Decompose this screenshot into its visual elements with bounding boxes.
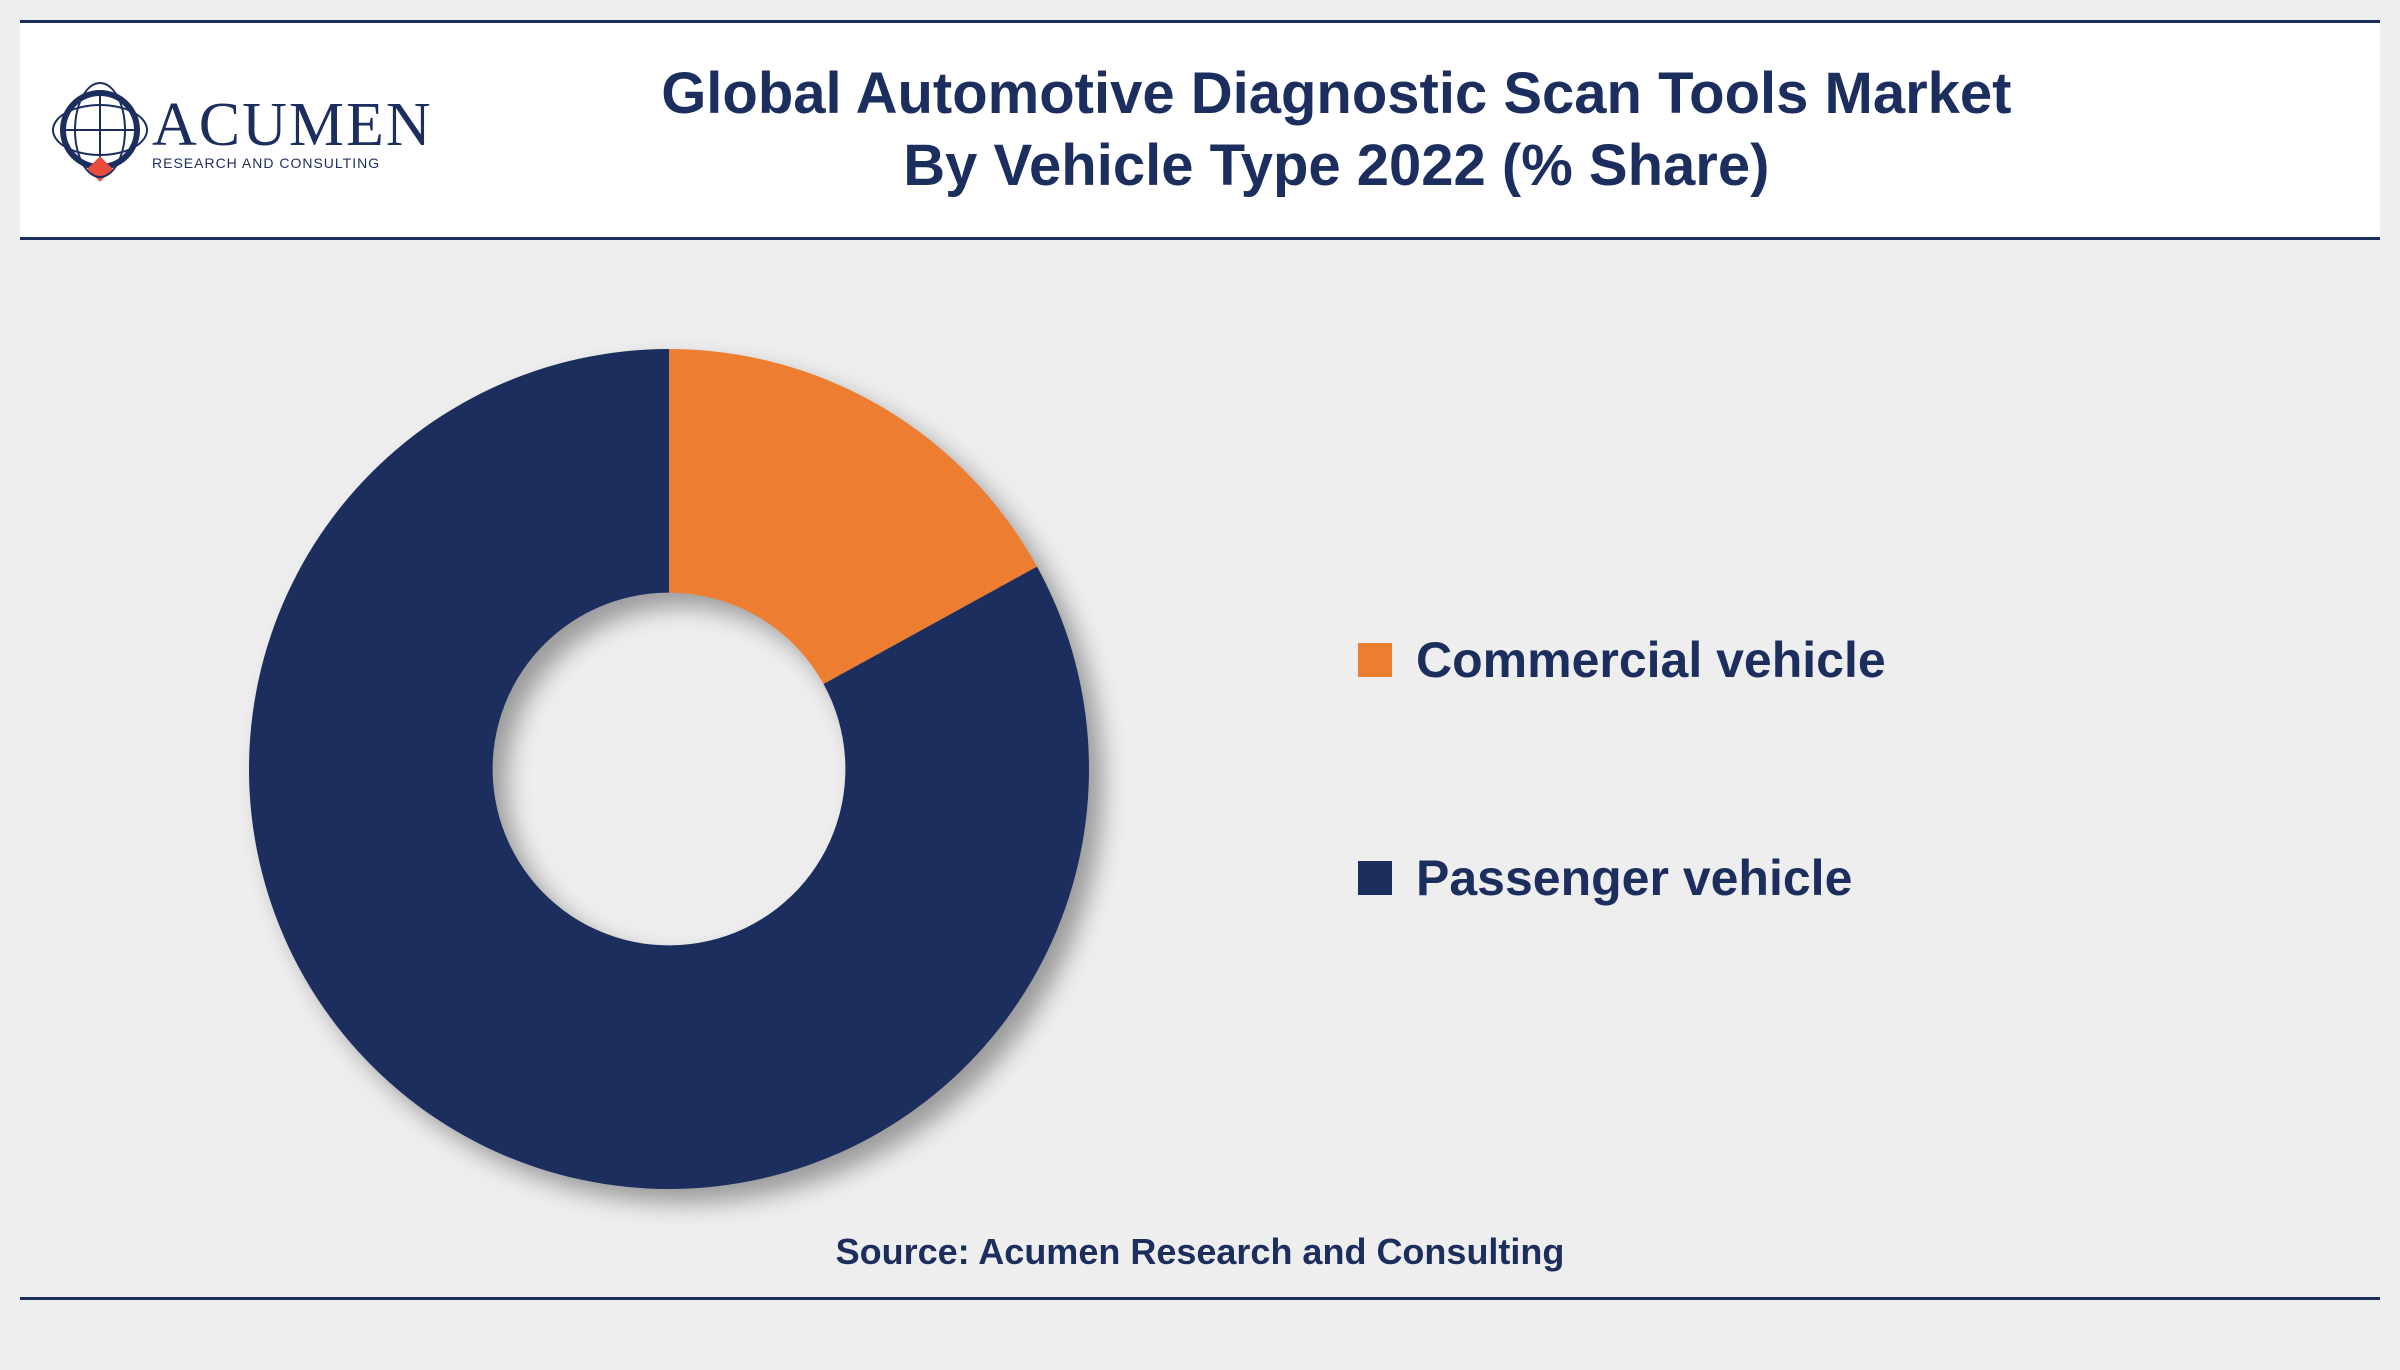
legend-swatch: [1358, 861, 1392, 895]
legend-label: Commercial vehicle: [1416, 631, 1886, 689]
legend-label: Passenger vehicle: [1416, 849, 1852, 907]
header: ACUMEN RESEARCH AND CONSULTING Global Au…: [20, 20, 2380, 240]
title-line-1: Global Automotive Diagnostic Scan Tools …: [433, 58, 2240, 131]
logo-subtitle: RESEARCH AND CONSULTING: [152, 155, 433, 171]
chart-zone: [20, 240, 1318, 1297]
legend: Commercial vehicle Passenger vehicle: [1318, 240, 2380, 1297]
legend-item-commercial: Commercial vehicle: [1358, 631, 2380, 689]
globe-icon: [60, 90, 140, 170]
legend-swatch: [1358, 643, 1392, 677]
body-area: Commercial vehicle Passenger vehicle Sou…: [20, 240, 2380, 1300]
legend-item-passenger: Passenger vehicle: [1358, 849, 2380, 907]
logo: ACUMEN RESEARCH AND CONSULTING: [60, 90, 433, 171]
logo-name: ACUMEN: [152, 90, 433, 161]
donut-chart: [229, 329, 1109, 1209]
logo-diamond-icon: [87, 156, 112, 181]
title-line-2: By Vehicle Type 2022 (% Share): [433, 130, 2240, 203]
logo-text: ACUMEN RESEARCH AND CONSULTING: [152, 90, 433, 171]
title-block: Global Automotive Diagnostic Scan Tools …: [433, 58, 2340, 203]
source-text: Source: Acumen Research and Consulting: [20, 1231, 2380, 1273]
